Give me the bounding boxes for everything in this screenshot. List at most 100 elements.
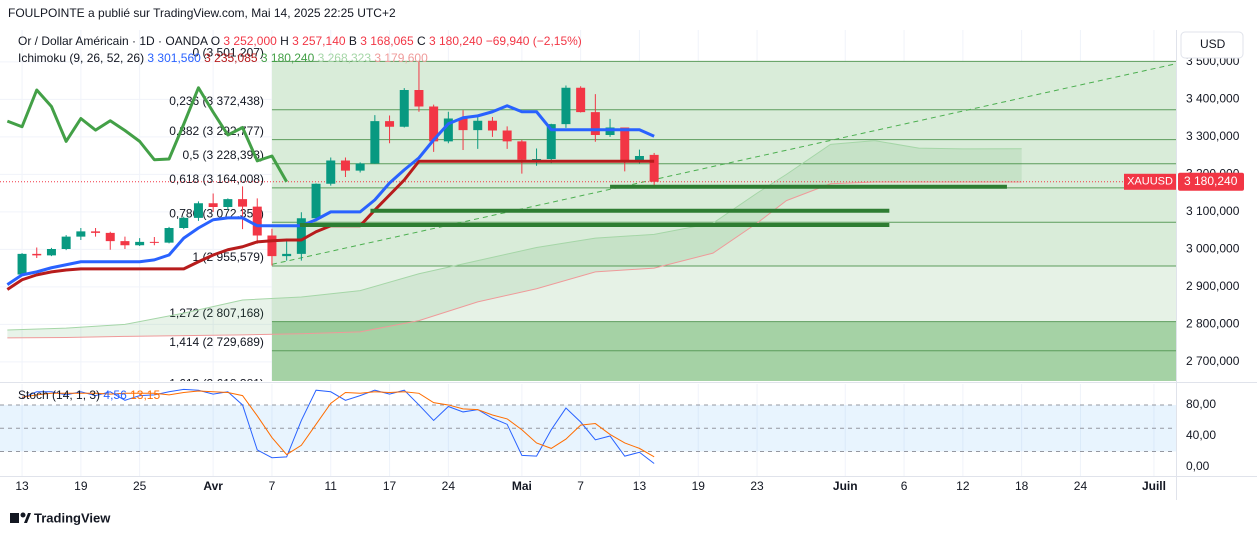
stoch-line [21, 388, 655, 464]
candle-body [561, 87, 571, 125]
cloud-span-a [7, 140, 1022, 331]
fib-label: 0,236 (3 372,438) [169, 94, 264, 108]
x-tick-label: Mai [512, 479, 532, 493]
candle-body [267, 235, 277, 257]
candle-body [385, 121, 395, 127]
x-tick-label: 18 [1015, 479, 1029, 493]
x-tick-label: 24 [1074, 479, 1088, 493]
currency[interactable]: USD [1200, 37, 1226, 51]
x-tick-label: 19 [74, 479, 88, 493]
candle-body [458, 118, 468, 131]
legend-item: 3 180,240 [261, 51, 315, 65]
candle-body [208, 203, 218, 207]
legend-item: 3 180,240 [429, 34, 483, 48]
fib-label: 1,414 (2 729,689) [169, 335, 264, 349]
candle-body [590, 112, 600, 135]
candle-body [414, 90, 424, 107]
fib-band [271, 350, 1176, 381]
candle-body [473, 120, 483, 131]
candle-body [252, 206, 262, 236]
brand-logo [10, 512, 31, 523]
candle-body [105, 232, 115, 242]
fib-band [271, 266, 1176, 322]
candle-body [634, 156, 644, 161]
candle-body [135, 241, 145, 246]
header: FOULPOINTE a publié sur TradingView.com,… [8, 6, 396, 20]
overlay: 13 19 25 Avr 7 11 17 24 Mai 7 13 19 23 Juin 6 12 18 24 Jui… [15, 34, 1244, 493]
stoch-line [21, 390, 655, 458]
stoch-pane [0, 384, 1176, 476]
candle-body [429, 106, 439, 142]
candle-body [149, 241, 159, 243]
legend-item: −69,940 (−2,15%) [486, 34, 582, 48]
legend: Or / Dollar Américain · 1D · OANDA O 3 2… [18, 34, 582, 48]
x-tick-label: 11 [325, 479, 338, 493]
stoch-tick-label: 80,00 [1186, 397, 1216, 411]
legend-item: Stoch (14, 1, 3) [18, 388, 100, 402]
y-tick-label: 3 300,000 [1186, 129, 1240, 143]
fib-band [271, 109, 1176, 140]
main-pane: 0 (3 501,207)0,236 (3 372,438)0,382 (3 2… [0, 30, 1176, 381]
candle-body [370, 121, 380, 164]
legend-item: 3 168,065 [360, 34, 414, 48]
legend: Ichimoku (9, 26, 52, 26) 3 301,560 3 235… [18, 51, 428, 65]
candle-body [532, 159, 542, 160]
indicator-line [6, 104, 655, 286]
candle-body [340, 160, 350, 171]
fib-band [271, 187, 1176, 223]
x-tick-label: 13 [633, 479, 647, 493]
candle-body [32, 253, 42, 256]
x-tick-label: 19 [692, 479, 706, 493]
trendline [271, 63, 1176, 265]
fib-band [271, 139, 1176, 164]
y-tick-label: 3 000,000 [1186, 242, 1240, 256]
legend-item: B [349, 34, 357, 48]
fib-band [271, 222, 1176, 267]
x-tick-label: 7 [269, 479, 276, 493]
candle-body [399, 90, 409, 127]
candle-body [17, 253, 27, 275]
candle-body [517, 141, 527, 160]
candle-body [282, 253, 292, 257]
x-tick-label: 23 [750, 479, 764, 493]
x-tick-label: Juill [1142, 479, 1166, 493]
legend-item: H [280, 34, 289, 48]
legend-item: 3 252,000 [223, 34, 277, 48]
stoch-tick-label: 40,00 [1186, 428, 1216, 442]
legend-item: 3 268,323 [318, 51, 372, 65]
x-tick-label: Juin [833, 479, 858, 493]
candle-body [164, 228, 174, 243]
legend-item: 3 179,600 [374, 51, 428, 65]
fib-label: 1 (2 955,579) [193, 250, 264, 264]
fib-label: 0 (3 501,207) [193, 46, 264, 60]
legend-item: 3 235,085 [204, 51, 258, 65]
x-tick-label: 24 [442, 479, 456, 493]
legend-item: O [211, 34, 220, 48]
y-tick-label: 3 100,000 [1186, 204, 1240, 218]
currency-button[interactable] [1180, 31, 1244, 59]
candle-body [576, 87, 586, 113]
x-tick-label: 13 [15, 479, 29, 493]
legend-item: Or / Dollar Américain · 1D · OANDA [18, 34, 208, 48]
fib-label: 0,618 (3 164,008) [169, 172, 264, 186]
candle-body [546, 124, 556, 159]
last-price-tag: 3 180,240 [1184, 174, 1238, 188]
legend-item: 13,15 [130, 388, 160, 402]
fib-band [271, 163, 1176, 188]
legend-item: Ichimoku (9, 26, 52, 26) [18, 51, 144, 65]
candle-body [46, 249, 56, 256]
candle-body [620, 127, 630, 161]
fib-label: 1,272 (2 807,168) [169, 306, 264, 320]
fib-band [271, 321, 1176, 351]
legend: Stoch (14, 1, 3) 4,56 13,15 [18, 388, 160, 402]
x-tick-label: Avr [203, 479, 223, 493]
last-price-tag-bg [1178, 172, 1244, 191]
candle-body [120, 241, 130, 246]
candle-body [91, 231, 101, 233]
stoch-tick-label: 0,00 [1186, 459, 1210, 473]
y-tick-label: 2 900,000 [1186, 279, 1240, 293]
candle-body [238, 199, 248, 207]
cloud-fill [7, 140, 1022, 338]
symbol-tag: XAUUSD [1127, 176, 1173, 188]
candle-body [76, 231, 86, 237]
